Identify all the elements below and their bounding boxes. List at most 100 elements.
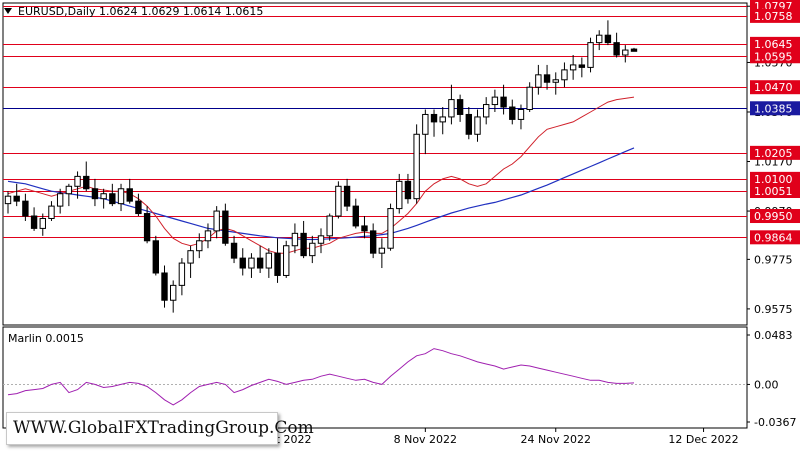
candle [569,55,577,80]
candle-body [422,113,429,135]
y-tick-label: 0.9775 [754,253,793,266]
candle-body [317,235,325,244]
candle-body [482,104,490,118]
candle [404,173,412,204]
candle [396,173,403,214]
candle [169,280,177,313]
candle-body [48,205,55,219]
candle [204,223,212,249]
candle-body [378,247,386,254]
candle-body [456,99,464,115]
candle [291,223,299,254]
watermark-banner: WWW.GlobalFXTradingGroup.Com [6,412,314,445]
candle-body [300,232,307,257]
indicator-tick-label: 0.0483 [754,329,793,342]
candle-body [448,99,455,118]
x-tick-label: 24 Nov 2022 [521,433,591,446]
candle [448,84,455,125]
candle [283,240,290,278]
candle-body [343,185,351,207]
candle-body [430,113,438,123]
candle [152,235,160,276]
level-label-box [750,171,800,186]
candle-body [509,106,516,120]
candle-body [326,215,333,237]
candle [317,228,325,254]
symbol-header: EURUSD,Daily 1.0624 1.0629 1.0614 1.0615 [18,5,263,18]
candle-body [91,188,99,200]
level-label: 0.9864 [754,231,793,244]
candle-body [396,180,403,210]
candle-body [109,193,116,205]
candle-body [83,175,90,190]
candle [178,258,186,296]
candle-body [230,242,238,259]
candle-body [187,250,194,264]
level-label: 1.0470 [754,81,793,94]
level-label: 1.0051 [754,185,793,198]
candle [552,72,559,95]
candle [30,207,38,231]
level-label: 1.0100 [754,173,793,186]
candle [387,203,394,251]
candle [456,94,464,122]
candle [22,193,29,221]
candle-body [526,86,533,111]
candle [369,223,377,259]
candle [535,64,542,95]
candle-body [309,242,316,257]
candle [361,216,368,239]
candle [378,238,386,269]
candle-body [413,133,420,200]
candle [352,198,359,229]
candle-body [369,230,377,254]
candle [109,183,116,207]
candle-body [152,240,160,274]
level-label: 1.0595 [754,50,793,63]
candle [100,188,107,209]
candle [587,37,594,73]
candle [74,171,81,199]
level-label-box [750,209,800,224]
candle-body [117,188,125,205]
collapse-triangle-icon[interactable] [4,8,12,14]
level-label: 1.0385 [754,102,793,115]
y-tick-label: 0.9575 [754,303,793,316]
candle-body [517,109,525,120]
level-label-box [750,8,800,23]
candle-body [283,245,290,276]
candle-body [100,193,107,200]
candle-body [169,284,177,301]
candle [135,193,142,217]
candle [274,238,281,283]
candle [309,235,316,264]
candle [248,253,255,278]
level-label-box [750,49,800,64]
candle-body [56,193,64,207]
candle-body [613,42,620,56]
level-label-box [750,145,800,160]
candle [343,178,351,212]
candle [430,109,438,137]
indicator-label: Marlin 0.0015 [8,332,84,345]
candle [91,178,99,207]
candle-body [65,185,73,195]
level-label-box [750,230,800,245]
indicator-panel-frame [2,326,748,429]
candle [474,109,481,142]
level-label-box [750,183,800,198]
candle-body [274,252,281,276]
candle-body [161,272,168,301]
candle-body [552,79,559,83]
candle-body [135,200,142,215]
candle [4,191,12,214]
candle-body [335,185,342,217]
candle-body [143,213,151,242]
candle-body [491,96,499,106]
candle-body [561,69,568,81]
candle [326,213,333,241]
level-label-box [750,80,800,95]
candle-body [204,230,212,242]
